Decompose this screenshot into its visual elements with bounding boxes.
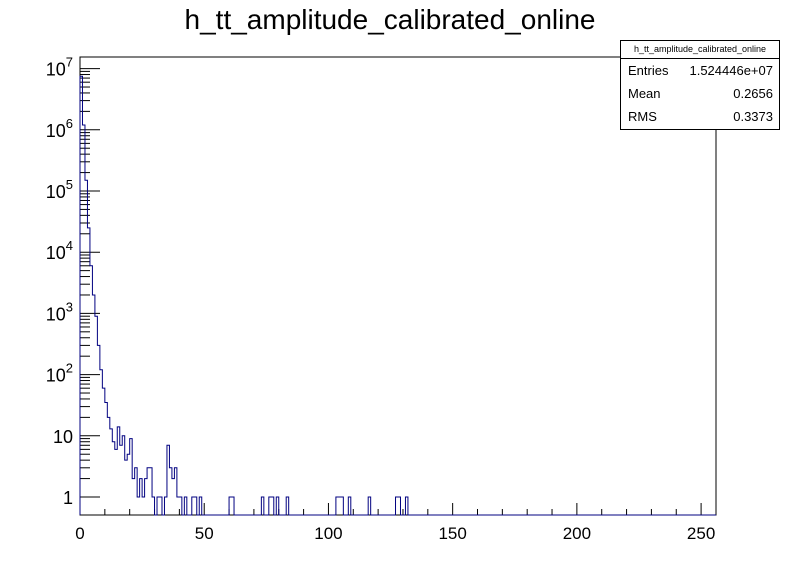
x-axis: 0 50 100 150 200 250 [75,503,715,543]
x-tick-label: 150 [438,524,466,543]
x-tick-label: 50 [195,524,214,543]
stats-mean-label: Mean [628,86,661,101]
stats-rms-value: 0.3373 [733,109,773,124]
stats-row-mean: Mean 0.2656 [621,82,779,105]
stats-entries-value: 1.524446e+07 [689,63,773,78]
histogram-line [79,75,716,516]
x-tick-label: 0 [75,524,84,543]
x-tick-label: 250 [687,524,715,543]
stats-rms-label: RMS [628,109,657,124]
chart-title: h_tt_amplitude_calibrated_online [184,4,596,35]
x-tick-label: 100 [314,524,342,543]
y-tick-label: 103 [46,299,73,324]
stats-box-title: h_tt_amplitude_calibrated_online [621,41,779,59]
stats-entries-label: Entries [628,63,669,78]
y-tick-label: 10 [53,427,73,447]
stats-box: h_tt_amplitude_calibrated_online Entries… [620,40,780,130]
y-tick-label: 1 [63,488,73,508]
y-tick-label: 102 [46,361,73,386]
y-axis: 1 10 102 103 104 105 106 107 [46,55,100,508]
stats-row-entries: Entries 1.524446e+07 [621,59,779,82]
y-tick-label: 105 [46,177,73,202]
y-tick-label: 107 [46,55,73,80]
y-tick-label: 104 [46,238,73,263]
stats-row-rms: RMS 0.3373 [621,105,779,128]
x-tick-label: 200 [563,524,591,543]
stats-mean-value: 0.2656 [733,86,773,101]
y-tick-label: 106 [46,116,73,141]
